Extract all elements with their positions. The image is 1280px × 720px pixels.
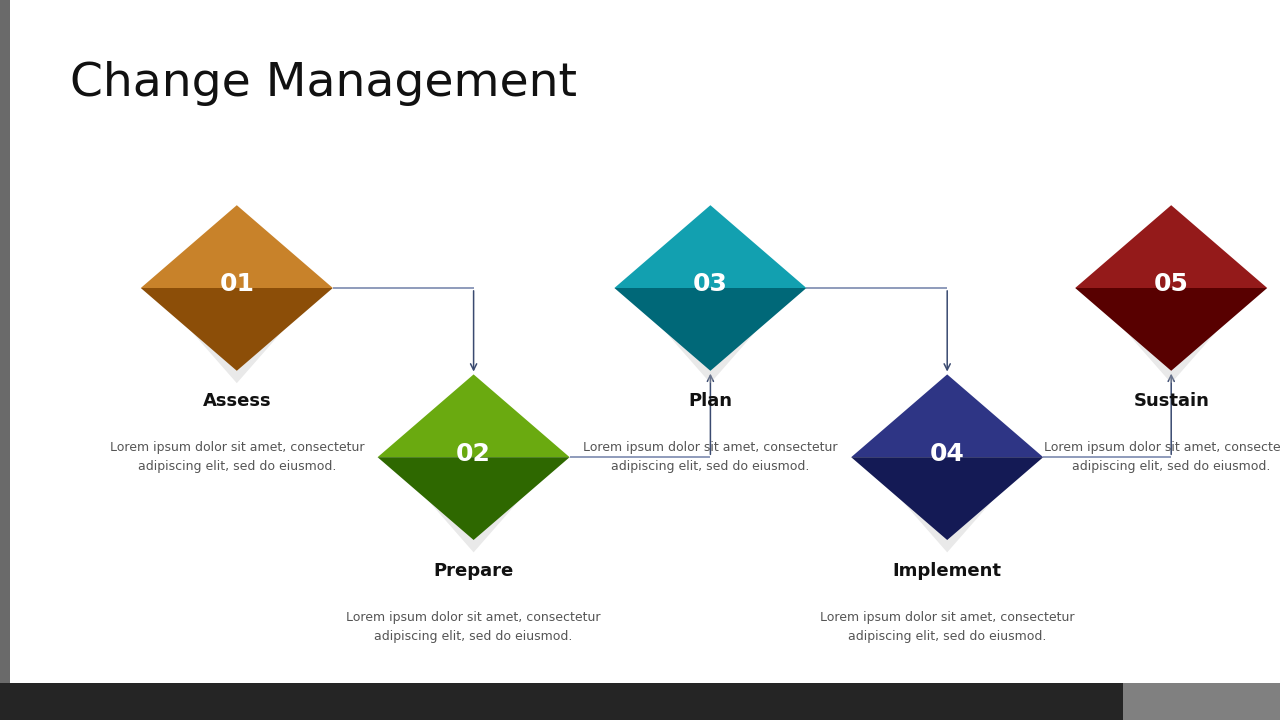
Polygon shape (401, 469, 547, 552)
Text: Lorem ipsum dolor sit amet, consectetur
adipiscing elit, sed do eiusmod.: Lorem ipsum dolor sit amet, consectetur … (820, 611, 1074, 642)
Polygon shape (164, 300, 310, 383)
Polygon shape (1075, 288, 1267, 371)
Text: Lorem ipsum dolor sit amet, consectetur
adipiscing elit, sed do eiusmod.: Lorem ipsum dolor sit amet, consectetur … (347, 611, 600, 642)
Text: Implement: Implement (892, 562, 1002, 580)
Text: Lorem ipsum dolor sit amet, consectetur
adipiscing elit, sed do eiusmod.: Lorem ipsum dolor sit amet, consectetur … (110, 441, 364, 473)
Polygon shape (874, 469, 1020, 552)
Polygon shape (141, 205, 333, 288)
Text: 04: 04 (929, 441, 965, 466)
Text: Lorem ipsum dolor sit amet, consectetur
adipiscing elit, sed do eiusmod.: Lorem ipsum dolor sit amet, consectetur … (1044, 441, 1280, 473)
Polygon shape (1098, 300, 1244, 383)
Text: Sustain: Sustain (1133, 392, 1210, 410)
Text: Change Management: Change Management (70, 61, 577, 106)
Text: 01: 01 (219, 272, 255, 297)
Polygon shape (614, 205, 806, 288)
Text: Prepare: Prepare (434, 562, 513, 580)
Polygon shape (378, 457, 570, 540)
Polygon shape (141, 288, 333, 371)
Polygon shape (851, 457, 1043, 540)
Text: 05: 05 (1153, 272, 1189, 297)
Polygon shape (1075, 205, 1267, 288)
Polygon shape (614, 288, 806, 371)
Polygon shape (378, 374, 570, 457)
Polygon shape (851, 374, 1043, 457)
Text: Lorem ipsum dolor sit amet, consectetur
adipiscing elit, sed do eiusmod.: Lorem ipsum dolor sit amet, consectetur … (584, 441, 837, 473)
Bar (1123, 683, 1280, 720)
Polygon shape (637, 300, 783, 383)
Text: 02: 02 (456, 441, 492, 466)
Bar (0, 0, 10, 683)
Text: 03: 03 (692, 272, 728, 297)
Text: Plan: Plan (689, 392, 732, 410)
Bar (0, 683, 1123, 720)
Text: Assess: Assess (202, 392, 271, 410)
